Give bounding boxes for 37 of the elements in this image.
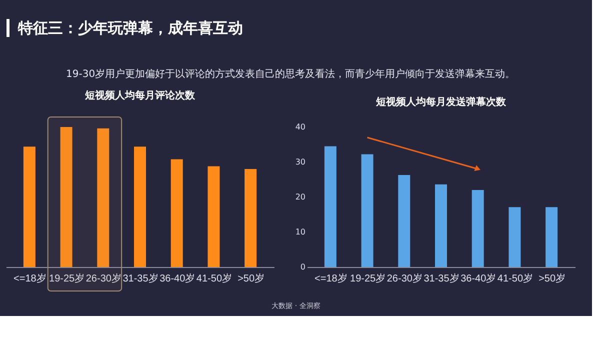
y-tick-label: 0 xyxy=(300,262,306,272)
x-tick-label: 19-25岁 xyxy=(350,272,386,284)
text: 19-30岁用户更加偏好于以评论的方式发表自己的思考及看法，而青少年用户倾向于发送弹幕来互动。 xyxy=(66,68,516,80)
y-tick-label: 30 xyxy=(295,158,306,166)
bar xyxy=(361,154,374,267)
x-tick-label: 31-35岁 xyxy=(122,272,158,284)
bar xyxy=(435,184,447,267)
x-tick-label: >50岁 xyxy=(238,272,265,284)
bar xyxy=(60,127,72,267)
bar xyxy=(208,166,220,267)
x-tick-label: 41-50岁 xyxy=(196,272,232,284)
bar xyxy=(23,146,36,267)
x-tick-label: <=18岁 xyxy=(314,272,348,284)
x-tick-label: >50岁 xyxy=(538,272,566,284)
bar xyxy=(472,190,484,267)
x-tick-label: 31-35岁 xyxy=(424,272,460,284)
y-tick-label: 20 xyxy=(295,192,306,202)
chart-title: 短视频人均每月评论次数 xyxy=(84,90,196,102)
y-tick-label: 10 xyxy=(295,228,306,236)
x-tick-label: 41-50岁 xyxy=(497,272,534,284)
x-tick-label: 19-25岁 xyxy=(48,272,85,284)
bar xyxy=(324,146,336,267)
bar xyxy=(170,159,183,267)
x-tick-label: 36-40岁 xyxy=(460,272,496,284)
bar xyxy=(134,146,146,267)
chart-title: 短视频人均每月发送弹幕次数 xyxy=(375,96,507,108)
bar xyxy=(398,174,410,267)
bar xyxy=(97,128,110,267)
x-tick-label: 26-30岁 xyxy=(86,272,122,284)
bar xyxy=(244,169,257,267)
x-tick-label: <=18岁 xyxy=(14,272,46,284)
y-tick-label: 40 xyxy=(295,122,306,132)
x-tick-label: 26-30岁 xyxy=(386,272,422,284)
bar xyxy=(508,207,521,267)
text: 特征三：少年玩弹幕，成年喜互动 xyxy=(17,19,243,37)
x-tick-label: 36-40岁 xyxy=(160,272,196,284)
bar xyxy=(546,207,558,267)
